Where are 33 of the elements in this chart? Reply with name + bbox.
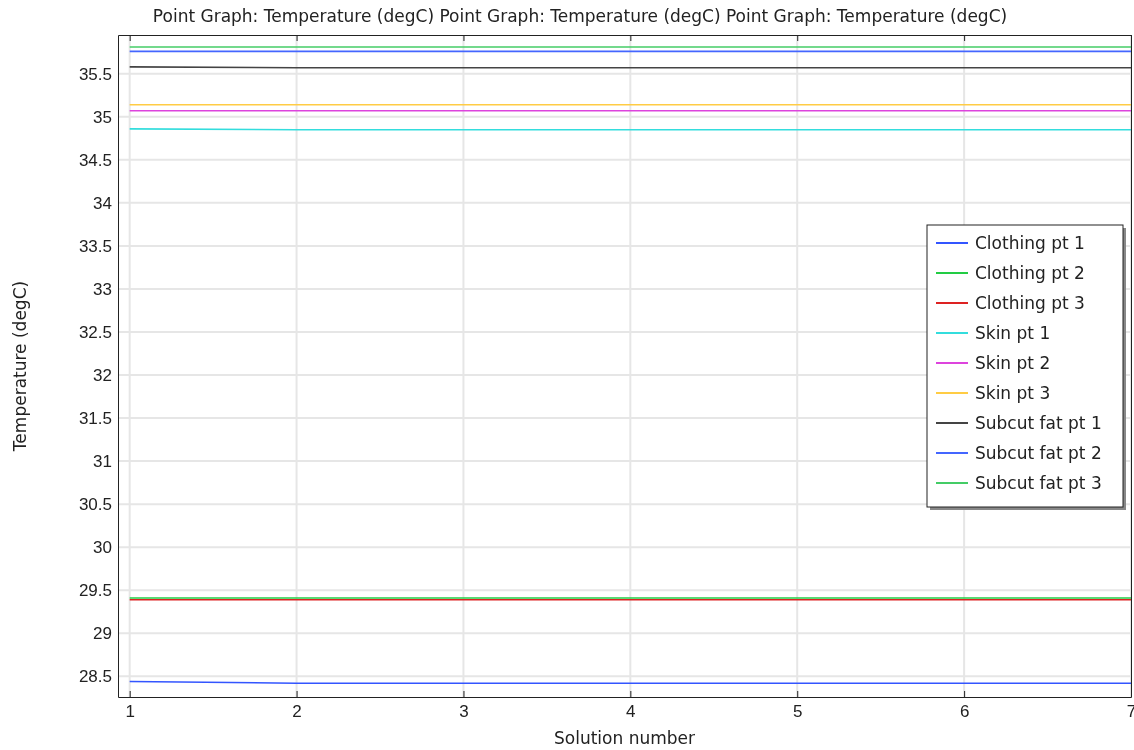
x-tick-label: 6 bbox=[959, 702, 970, 722]
legend-label: Subcut fat pt 2 bbox=[975, 443, 1102, 463]
legend-label: Skin pt 1 bbox=[975, 323, 1051, 343]
y-tick-label: 32 bbox=[93, 365, 112, 385]
y-tick-label: 30.5 bbox=[78, 495, 112, 515]
x-tick-label: 5 bbox=[792, 702, 803, 722]
y-tick-label: 33 bbox=[93, 279, 112, 299]
y-tick-label: 34.5 bbox=[78, 150, 112, 170]
x-tick-label: 2 bbox=[292, 702, 302, 722]
y-tick-label: 28.5 bbox=[78, 667, 112, 687]
y-tick-label: 29.5 bbox=[78, 581, 112, 601]
y-axis-title: Temperature (degC) bbox=[10, 280, 30, 453]
y-tick-label: 29 bbox=[93, 624, 112, 644]
legend-label: Clothing pt 3 bbox=[975, 293, 1085, 313]
legend-label: Subcut fat pt 3 bbox=[975, 473, 1102, 493]
x-tick-label: 4 bbox=[626, 702, 636, 722]
x-axis-title: Solution number bbox=[553, 728, 696, 748]
y-tick-label: 35.5 bbox=[78, 64, 112, 84]
y-tick-label: 32.5 bbox=[78, 322, 112, 342]
legend-label: Skin pt 3 bbox=[975, 383, 1051, 403]
y-tick-label: 33.5 bbox=[78, 236, 112, 256]
chart-title: Point Graph: Temperature (degC) Point Graph: Temperature (degC) Point Graph: Temperature (degC) bbox=[152, 6, 1008, 26]
y-tick-label: 35 bbox=[93, 107, 112, 127]
legend-label: Subcut fat pt 1 bbox=[975, 413, 1102, 433]
legend-label: Clothing pt 1 bbox=[975, 233, 1085, 253]
y-tick-label: 30 bbox=[93, 538, 112, 558]
x-tick-label: 1 bbox=[125, 702, 135, 722]
legend-label: Clothing pt 2 bbox=[975, 263, 1085, 283]
legend-label: Skin pt 2 bbox=[975, 353, 1051, 373]
x-tick-label: 3 bbox=[459, 702, 469, 722]
y-tick-label: 34 bbox=[93, 193, 112, 213]
y-tick-label: 31.5 bbox=[78, 409, 112, 429]
y-tick-label: 31 bbox=[93, 452, 112, 472]
